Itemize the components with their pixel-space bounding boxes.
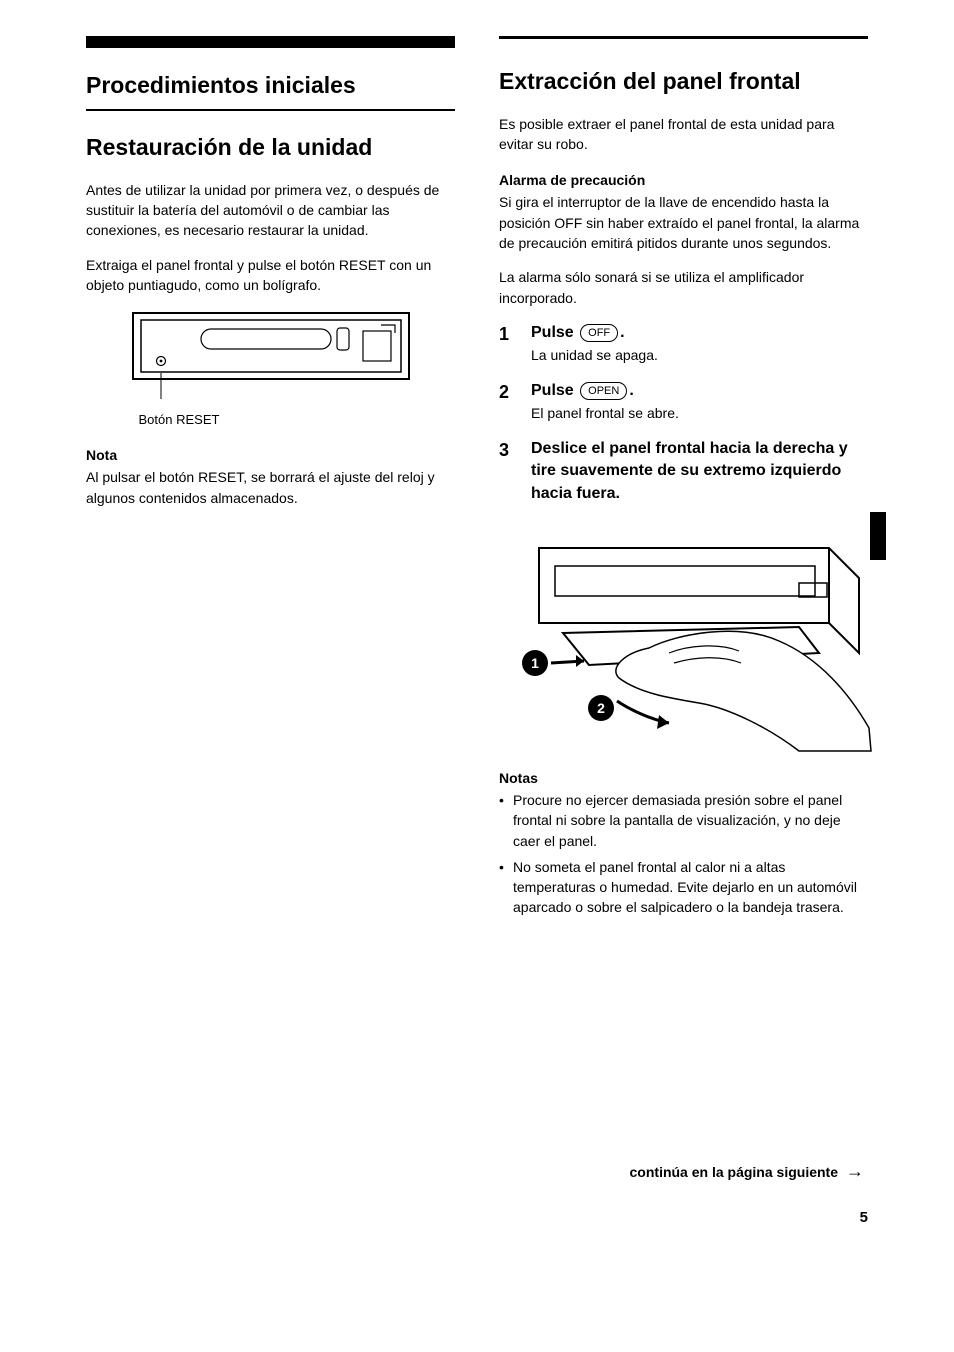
figure-reset-unit: Botón RESET bbox=[131, 311, 411, 427]
pill-off-1: OFF bbox=[580, 324, 618, 342]
continue-arrow-icon: → bbox=[846, 1161, 864, 1182]
step-3-num: 3 bbox=[499, 438, 519, 505]
step-3: 3 Deslice el panel frontal hacia la dere… bbox=[499, 438, 868, 505]
continue-label: continúa en la página siguiente bbox=[630, 1164, 838, 1180]
right-notes-list: Procure no ejercer demasiada presión sob… bbox=[499, 790, 868, 918]
left-top-rule bbox=[86, 36, 455, 48]
right-title: Extracción del panel frontal bbox=[499, 67, 868, 96]
figure-reset-label: Botón RESET bbox=[139, 412, 411, 427]
page-continue: continúa en la página siguiente → bbox=[630, 1161, 864, 1182]
right-note-1: Procure no ejercer demasiada presión sob… bbox=[499, 790, 868, 851]
page-number: 5 bbox=[860, 1209, 868, 1226]
step-2-sub: El panel frontal se abre. bbox=[531, 404, 868, 424]
reset-unit-svg bbox=[131, 311, 411, 401]
left-note-text: Al pulsar el botón RESET, se borrará el … bbox=[86, 467, 455, 508]
step-1: 1 Pulse OFF. La unidad se apaga. bbox=[499, 322, 868, 366]
left-para-2: Extraiga el panel frontal y pulse el bot… bbox=[86, 255, 455, 296]
right-alarm-head: Alarma de precaución bbox=[499, 172, 868, 188]
step-1-num: 1 bbox=[499, 322, 519, 366]
step-1-text: Pulse OFF. La unidad se apaga. bbox=[531, 322, 868, 366]
left-thin-rule bbox=[86, 109, 455, 111]
left-para-1: Antes de utilizar la unidad por primera … bbox=[86, 180, 455, 241]
step-1-after: . bbox=[620, 324, 624, 341]
step-2: 2 Pulse OPEN. El panel frontal se abre. bbox=[499, 380, 868, 424]
pill-open: OPEN bbox=[580, 382, 627, 400]
remove-panel-svg: 1 2 bbox=[499, 523, 879, 753]
svg-text:1: 1 bbox=[531, 655, 539, 671]
step-2-after: . bbox=[629, 382, 633, 399]
right-column: Extracción del panel frontal Es posible … bbox=[499, 36, 868, 932]
right-alarm-text: Si gira el interruptor de la llave de en… bbox=[499, 192, 868, 253]
step-2-before: Pulse bbox=[531, 382, 578, 399]
right-steps: 1 Pulse OFF. La unidad se apaga. 2 Pulse… bbox=[499, 322, 868, 505]
left-section-label: Procedimientos iniciales bbox=[86, 72, 455, 99]
step-1-before: Pulse bbox=[531, 324, 578, 341]
page-container: Procedimientos iniciales Restauración de… bbox=[0, 0, 954, 932]
left-note-head: Nota bbox=[86, 447, 455, 463]
left-title: Restauración de la unidad bbox=[86, 133, 455, 162]
svg-text:2: 2 bbox=[597, 700, 605, 716]
right-notes-head: Notas bbox=[499, 770, 868, 786]
step-1-sub: La unidad se apaga. bbox=[531, 346, 868, 366]
right-alarm-text-2: La alarma sólo sonará si se utiliza el a… bbox=[499, 267, 868, 308]
right-note-2: No someta el panel frontal al calor ni a… bbox=[499, 857, 868, 918]
step-3-text: Deslice el panel frontal hacia la derech… bbox=[531, 438, 868, 505]
right-top-rule bbox=[499, 36, 868, 39]
step-2-text: Pulse OPEN. El panel frontal se abre. bbox=[531, 380, 868, 424]
step-2-num: 2 bbox=[499, 380, 519, 424]
right-para-1: Es posible extraer el panel frontal de e… bbox=[499, 114, 868, 155]
left-column: Procedimientos iniciales Restauración de… bbox=[86, 36, 455, 932]
figure-remove-panel: 1 2 bbox=[499, 523, 868, 758]
